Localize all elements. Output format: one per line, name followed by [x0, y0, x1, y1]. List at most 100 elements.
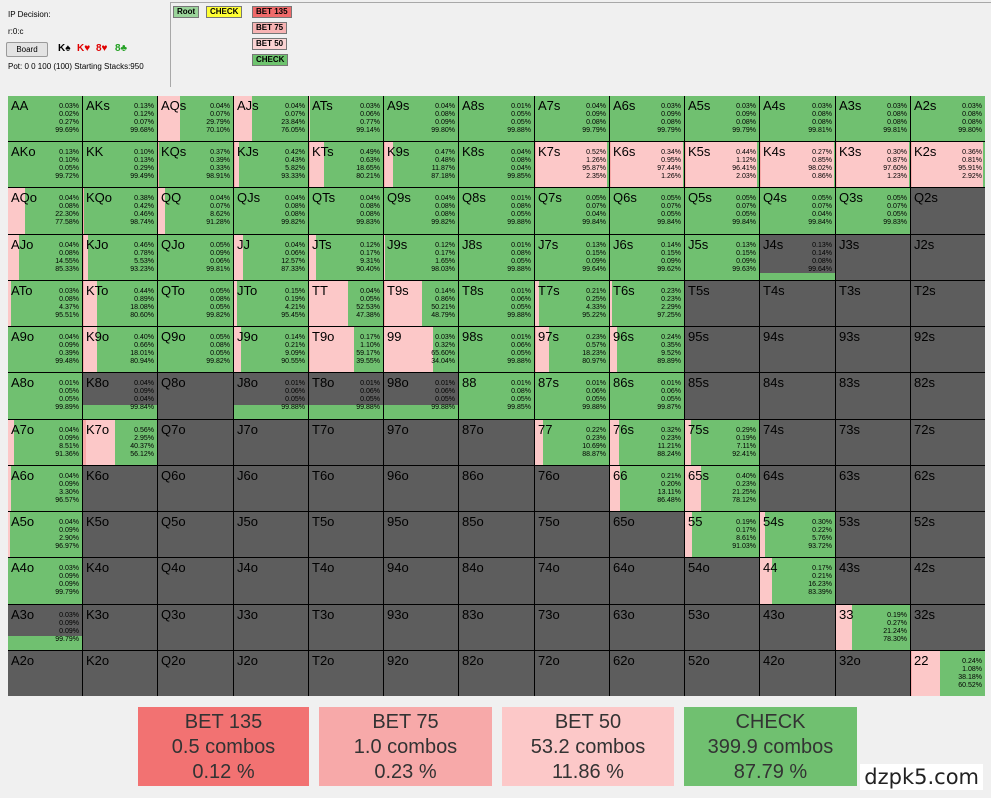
tree-node-bet135[interactable]: BET 135 [252, 6, 292, 18]
hand-cell-k8s[interactable]: 0.04% 0.08% 0.04% 99.85% K8s [459, 142, 534, 187]
hand-cell-k6o[interactable]: K6o [83, 466, 157, 511]
hand-cell-k2s[interactable]: 0.36% 0.81% 95.91% 2.92% K2s [911, 142, 985, 187]
hand-cell-j7o[interactable]: J7o [234, 420, 308, 465]
hand-cell-jj[interactable]: 0.04% 0.06% 12.57% 87.33% JJ [234, 235, 308, 280]
hand-cell-j9o[interactable]: 0.14% 0.21% 9.09% 90.55% J9o [234, 327, 308, 372]
hand-cell-a2o[interactable]: A2o [8, 651, 82, 696]
hand-cell-87s[interactable]: 0.01% 0.06% 0.05% 99.88% 87s [535, 373, 609, 419]
hand-cell-aa[interactable]: 0.03% 0.02% 0.27% 99.69% AA [8, 96, 82, 141]
hand-cell-66[interactable]: 0.21% 0.20% 13.11% 86.48% 66 [610, 466, 684, 511]
hand-cell-52s[interactable]: 52s [911, 512, 985, 557]
hand-cell-kto[interactable]: 0.44% 0.89% 18.08% 80.60% KTo [83, 281, 157, 326]
hand-cell-t8o[interactable]: 0.01% 0.06% 0.05% 99.88% T8o [309, 373, 383, 419]
hand-cell-76s[interactable]: 0.32% 0.23% 11.21% 88.24% 76s [610, 420, 684, 465]
hand-cell-q7o[interactable]: Q7o [158, 420, 233, 465]
hand-cell-t8s[interactable]: 0.01% 0.06% 0.05% 99.88% T8s [459, 281, 534, 326]
hand-cell-96s[interactable]: 0.24% 0.35% 9.52% 89.89% 96s [610, 327, 684, 372]
hand-cell-qto[interactable]: 0.05% 0.08% 0.05% 99.82% QTo [158, 281, 233, 326]
hand-cell-a7s[interactable]: 0.04% 0.09% 0.08% 99.79% A7s [535, 96, 609, 141]
hand-cell-84s[interactable]: 84s [760, 373, 835, 419]
hand-cell-99[interactable]: 0.03% 0.32% 65.60% 34.04% 99 [384, 327, 458, 372]
hand-cell-ajo[interactable]: 0.04% 0.08% 14.55% 85.33% AJo [8, 235, 82, 280]
hand-cell-j8s[interactable]: 0.01% 0.08% 0.05% 99.88% J8s [459, 235, 534, 280]
hand-cell-q4s[interactable]: 0.05% 0.07% 0.04% 99.84% Q4s [760, 188, 835, 234]
hand-cell-t7o[interactable]: T7o [309, 420, 383, 465]
hand-cell-kqs[interactable]: 0.37% 0.39% 0.33% 98.91% KQs [158, 142, 233, 187]
hand-cell-t9o[interactable]: 0.17% 1.10% 59.17% 39.55% T9o [309, 327, 383, 372]
hand-cell-t5o[interactable]: T5o [309, 512, 383, 557]
hand-cell-a7o[interactable]: 0.04% 0.09% 8.51% 91.36% A7o [8, 420, 82, 465]
hand-cell-73o[interactable]: 73o [535, 605, 609, 650]
hand-cell-97o[interactable]: 97o [384, 420, 458, 465]
hand-cell-54o[interactable]: 54o [685, 558, 759, 604]
hand-cell-kk[interactable]: 0.10% 0.13% 0.29% 99.49% KK [83, 142, 157, 187]
hand-cell-54s[interactable]: 0.30% 0.22% 5.76% 93.72% 54s [760, 512, 835, 557]
hand-cell-92o[interactable]: 92o [384, 651, 458, 696]
hand-cell-62s[interactable]: 62s [911, 466, 985, 511]
hand-cell-kts[interactable]: 0.49% 0.63% 18.65% 80.21% KTs [309, 142, 383, 187]
hand-cell-tt[interactable]: 0.04% 0.05% 52.53% 47.38% TT [309, 281, 383, 326]
hand-cell-86o[interactable]: 86o [459, 466, 534, 511]
hand-cell-74o[interactable]: 74o [535, 558, 609, 604]
hand-cell-a9o[interactable]: 0.04% 0.09% 0.39% 99.48% A9o [8, 327, 82, 372]
hand-cell-ako[interactable]: 0.13% 0.10% 0.05% 99.72% AKo [8, 142, 82, 187]
hand-cell-a3o[interactable]: 0.03% 0.09% 0.09% 99.79% A3o [8, 605, 82, 650]
hand-cell-43o[interactable]: 43o [760, 605, 835, 650]
hand-cell-qjo[interactable]: 0.05% 0.09% 0.06% 99.81% QJo [158, 235, 233, 280]
hand-cell-q6o[interactable]: Q6o [158, 466, 233, 511]
hand-cell-83o[interactable]: 83o [459, 605, 534, 650]
hand-cell-q7s[interactable]: 0.05% 0.07% 0.04% 99.84% Q7s [535, 188, 609, 234]
hand-cell-76o[interactable]: 76o [535, 466, 609, 511]
hand-cell-q5s[interactable]: 0.05% 0.07% 0.05% 99.84% Q5s [685, 188, 759, 234]
tree-node-bet75[interactable]: BET 75 [252, 22, 288, 34]
hand-cell-94s[interactable]: 94s [760, 327, 835, 372]
hand-cell-32o[interactable]: 32o [836, 651, 910, 696]
hand-cell-t3s[interactable]: T3s [836, 281, 910, 326]
hand-cell-q5o[interactable]: Q5o [158, 512, 233, 557]
hand-cell-k2o[interactable]: K2o [83, 651, 157, 696]
hand-cell-aks[interactable]: 0.13% 0.12% 0.07% 99.68% AKs [83, 96, 157, 141]
hand-cell-98s[interactable]: 0.01% 0.06% 0.05% 99.88% 98s [459, 327, 534, 372]
hand-cell-42o[interactable]: 42o [760, 651, 835, 696]
hand-cell-qjs[interactable]: 0.04% 0.08% 0.08% 99.82% QJs [234, 188, 308, 234]
hand-cell-73s[interactable]: 73s [836, 420, 910, 465]
hand-cell-93s[interactable]: 93s [836, 327, 910, 372]
hand-cell-k4o[interactable]: K4o [83, 558, 157, 604]
hand-cell-a2s[interactable]: 0.03% 0.08% 0.08% 99.80% A2s [911, 96, 985, 141]
hand-cell-k6s[interactable]: 0.34% 0.95% 97.44% 1.26% K6s [610, 142, 684, 187]
hand-cell-aqo[interactable]: 0.04% 0.08% 22.30% 77.58% AQo [8, 188, 82, 234]
hand-cell-77[interactable]: 0.22% 0.23% 10.69% 88.87% 77 [535, 420, 609, 465]
hand-cell-63o[interactable]: 63o [610, 605, 684, 650]
hand-cell-k5s[interactable]: 0.44% 1.12% 96.41% 2.03% K5s [685, 142, 759, 187]
hand-cell-q3o[interactable]: Q3o [158, 605, 233, 650]
hand-cell-a5s[interactable]: 0.03% 0.09% 0.08% 99.79% A5s [685, 96, 759, 141]
hand-cell-aqs[interactable]: 0.04% 0.07% 29.79% 70.10% AQs [158, 96, 233, 141]
hand-cell-72o[interactable]: 72o [535, 651, 609, 696]
hand-cell-j6o[interactable]: J6o [234, 466, 308, 511]
hand-cell-q8s[interactable]: 0.01% 0.08% 0.05% 99.88% Q8s [459, 188, 534, 234]
hand-cell-85o[interactable]: 85o [459, 512, 534, 557]
hand-cell-t2o[interactable]: T2o [309, 651, 383, 696]
hand-cell-97s[interactable]: 0.23% 0.57% 18.23% 80.97% 97s [535, 327, 609, 372]
hand-cell-65s[interactable]: 0.40% 0.23% 21.25% 78.12% 65s [685, 466, 759, 511]
hand-cell-95s[interactable]: 95s [685, 327, 759, 372]
hand-cell-72s[interactable]: 72s [911, 420, 985, 465]
hand-cell-j7s[interactable]: 0.13% 0.15% 0.09% 99.64% J7s [535, 235, 609, 280]
hand-cell-j3s[interactable]: J3s [836, 235, 910, 280]
hand-cell-a8o[interactable]: 0.01% 0.05% 0.05% 99.89% A8o [8, 373, 82, 419]
hand-cell-53s[interactable]: 53s [836, 512, 910, 557]
hand-cell-kjo[interactable]: 0.46% 0.78% 5.53% 93.23% KJo [83, 235, 157, 280]
hand-cell-85s[interactable]: 85s [685, 373, 759, 419]
hand-cell-62o[interactable]: 62o [610, 651, 684, 696]
hand-cell-63s[interactable]: 63s [836, 466, 910, 511]
hand-cell-82s[interactable]: 82s [911, 373, 985, 419]
tree-node-check[interactable]: CHECK [206, 6, 243, 18]
hand-cell-q4o[interactable]: Q4o [158, 558, 233, 604]
hand-cell-q6s[interactable]: 0.05% 0.07% 0.05% 99.84% Q6s [610, 188, 684, 234]
hand-cell-kjs[interactable]: 0.42% 0.43% 5.82% 93.33% KJs [234, 142, 308, 187]
hand-cell-t6o[interactable]: T6o [309, 466, 383, 511]
tree-node-check-2[interactable]: CHECK [252, 54, 289, 66]
hand-cell-ato[interactable]: 0.03% 0.08% 4.37% 95.51% ATo [8, 281, 82, 326]
hand-cell-j4s[interactable]: 0.13% 0.14% 0.08% 99.64% J4s [760, 235, 835, 280]
hand-cell-k5o[interactable]: K5o [83, 512, 157, 557]
